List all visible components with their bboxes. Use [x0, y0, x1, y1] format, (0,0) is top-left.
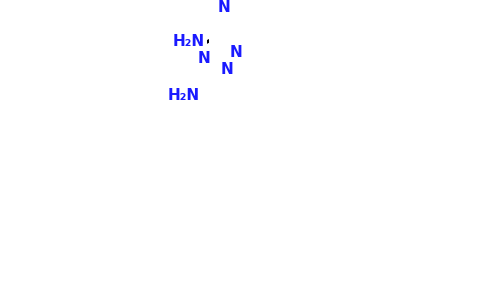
Text: N: N	[198, 51, 211, 66]
Text: N: N	[229, 45, 242, 60]
Text: H₂N: H₂N	[167, 88, 199, 103]
Text: H₂N: H₂N	[173, 34, 205, 49]
Text: N: N	[220, 62, 233, 77]
Text: N: N	[217, 1, 230, 16]
